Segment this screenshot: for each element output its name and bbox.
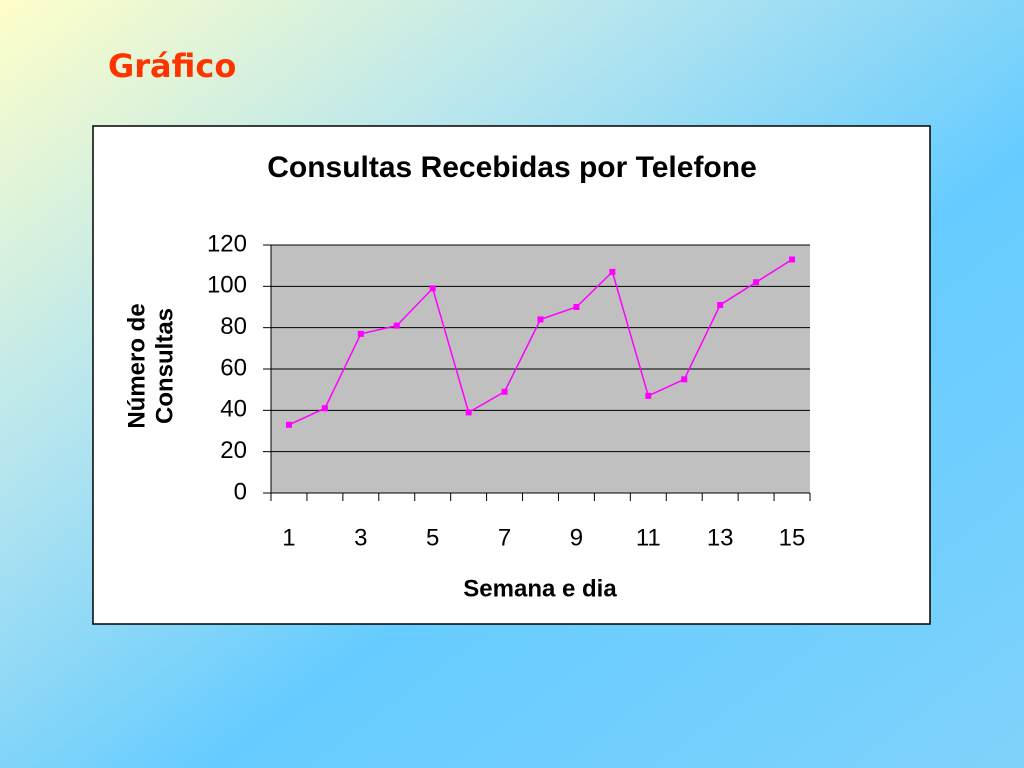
y-tick-label: 40 (220, 396, 247, 423)
data-point (429, 285, 436, 292)
x-tick-label: 7 (498, 524, 511, 551)
data-point (717, 301, 724, 308)
data-point (321, 405, 328, 412)
x-tick-label: 5 (426, 524, 439, 551)
chart-title: Consultas Recebidas por Telefone (267, 151, 757, 184)
data-point (789, 256, 796, 263)
y-tick-label: 100 (207, 272, 247, 299)
data-point (357, 330, 364, 337)
y-axis-label-line: Consultas (151, 308, 178, 424)
data-point (537, 316, 544, 323)
x-axis-label: Semana e dia (463, 575, 617, 602)
y-tick-label: 120 (207, 230, 247, 257)
data-point (501, 388, 508, 395)
y-tick-label: 60 (220, 354, 247, 381)
x-tick-label: 9 (570, 524, 583, 551)
data-point (573, 304, 580, 310)
y-axis-label: Número de Consultas (123, 303, 178, 428)
x-tick-label: 1 (282, 524, 295, 551)
x-tick-label: 11 (636, 524, 661, 551)
data-point (465, 409, 472, 416)
data-point (393, 322, 400, 329)
data-point (681, 376, 688, 383)
data-point (645, 392, 652, 399)
data-point (285, 421, 292, 428)
slide-title: Gráfico (108, 47, 236, 85)
x-tick-label: 3 (354, 524, 367, 551)
y-tick-label: 80 (220, 313, 247, 340)
data-point (753, 279, 760, 286)
x-tick-label: 15 (779, 524, 806, 551)
y-axis-label-line: Número de (123, 303, 150, 428)
y-tick-label: 0 (234, 478, 247, 505)
y-tick-label: 20 (220, 437, 247, 464)
data-point (609, 268, 616, 275)
x-tick-label: 13 (707, 524, 734, 551)
